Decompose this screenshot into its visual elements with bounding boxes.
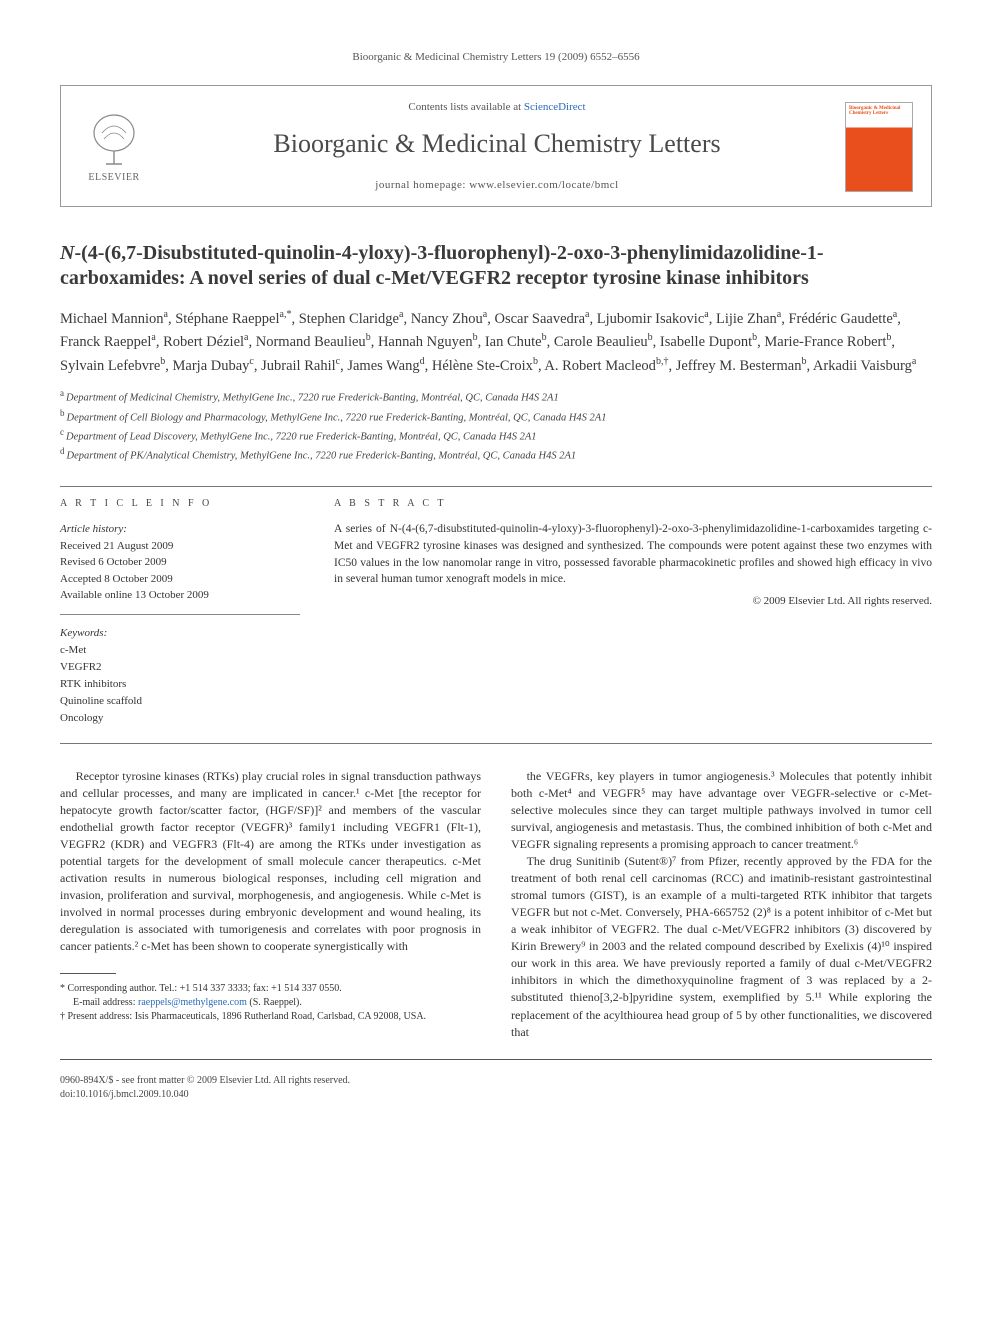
sciencedirect-link[interactable]: ScienceDirect [524, 101, 586, 113]
article-title-italic-N: N [60, 242, 74, 264]
journal-cover-thumbnail: Bioorganic & Medicinal Chemistry Letters [845, 102, 913, 192]
article-info-heading: A R T I C L E I N F O [60, 497, 300, 511]
article-info-column: A R T I C L E I N F O Article history: R… [60, 497, 300, 727]
article-history: Article history: Received 21 August 2009… [60, 521, 300, 615]
body-paragraph: the VEGFRs, key players in tumor angioge… [511, 768, 932, 853]
article-title: N-(4-(6,7-Disubstituted-quinolin-4-yloxy… [60, 241, 932, 291]
keyword: c-Met [60, 642, 300, 659]
affiliation: aDepartment of Medicinal Chemistry, Meth… [60, 387, 932, 406]
keywords-block: Keywords: c-Met VEGFR2 RTK inhibitors Qu… [60, 625, 300, 727]
history-item: Available online 13 October 2009 [60, 587, 300, 604]
affiliations: aDepartment of Medicinal Chemistry, Meth… [60, 387, 932, 464]
running-head: Bioorganic & Medicinal Chemistry Letters… [60, 50, 932, 65]
footnotes: * Corresponding author. Tel.: +1 514 337… [60, 982, 481, 1024]
affiliation: bDepartment of Cell Biology and Pharmaco… [60, 407, 932, 426]
corresponding-author-note: * Corresponding author. Tel.: +1 514 337… [60, 982, 481, 996]
doi-line: doi:10.1016/j.bmcl.2009.10.040 [60, 1088, 350, 1102]
footnote-rule [60, 973, 116, 974]
article-title-rest: -(4-(6,7-Disubstituted-quinolin-4-yloxy)… [60, 242, 824, 289]
journal-homepage: journal homepage: www.elsevier.com/locat… [169, 178, 825, 193]
cover-thumb-title: Bioorganic & Medicinal Chemistry Letters [849, 106, 909, 117]
keyword: Oncology [60, 710, 300, 727]
affiliation: dDepartment of PK/Analytical Chemistry, … [60, 445, 932, 464]
front-matter-line: 0960-894X/$ - see front matter © 2009 El… [60, 1074, 350, 1088]
email-suffix: (S. Raeppel). [247, 997, 302, 1008]
journal-title: Bioorganic & Medicinal Chemistry Letters [169, 126, 825, 162]
publisher-logo: ELSEVIER [79, 107, 149, 187]
abstract-copyright: © 2009 Elsevier Ltd. All rights reserved… [334, 594, 932, 609]
corresponding-email-link[interactable]: raeppels@methylgene.com [138, 997, 247, 1008]
divider [60, 743, 932, 744]
publisher-logo-text: ELSEVIER [88, 171, 139, 185]
keywords-heading: Keywords: [60, 625, 300, 642]
abstract-column: A B S T R A C T A series of N-(4-(6,7-di… [334, 497, 932, 727]
body-paragraph: The drug Sunitinib (Sutent®)⁷ from Pfize… [511, 853, 932, 1040]
keyword: Quinoline scaffold [60, 693, 300, 710]
abstract-heading: A B S T R A C T [334, 497, 932, 511]
elsevier-tree-icon [84, 109, 144, 169]
history-item: Revised 6 October 2009 [60, 554, 300, 571]
contents-prefix: Contents lists available at [408, 101, 523, 113]
body-paragraph: Receptor tyrosine kinases (RTKs) play cr… [60, 768, 481, 955]
contents-available-line: Contents lists available at ScienceDirec… [169, 100, 825, 115]
present-address-note: † Present address: Isis Pharmaceuticals,… [60, 1010, 481, 1024]
author-list: Michael Manniona, Stéphane Raeppela,*, S… [60, 307, 932, 378]
footer-rule [60, 1059, 932, 1060]
homepage-label: journal homepage: [375, 179, 469, 191]
email-label: E-mail address: [73, 997, 138, 1008]
history-item: Received 21 August 2009 [60, 538, 300, 555]
history-item: Accepted 8 October 2009 [60, 571, 300, 588]
divider [60, 486, 932, 487]
homepage-url[interactable]: www.elsevier.com/locate/bmcl [469, 179, 619, 191]
article-body: Receptor tyrosine kinases (RTKs) play cr… [60, 768, 932, 1041]
page-footer: 0960-894X/$ - see front matter © 2009 El… [60, 1074, 932, 1102]
keyword: VEGFR2 [60, 659, 300, 676]
journal-masthead: ELSEVIER Contents lists available at Sci… [60, 85, 932, 206]
keyword: RTK inhibitors [60, 676, 300, 693]
abstract-text: A series of N-(4-(6,7-disubstituted-quin… [334, 521, 932, 588]
history-heading: Article history: [60, 521, 300, 538]
affiliation: cDepartment of Lead Discovery, MethylGen… [60, 426, 932, 445]
